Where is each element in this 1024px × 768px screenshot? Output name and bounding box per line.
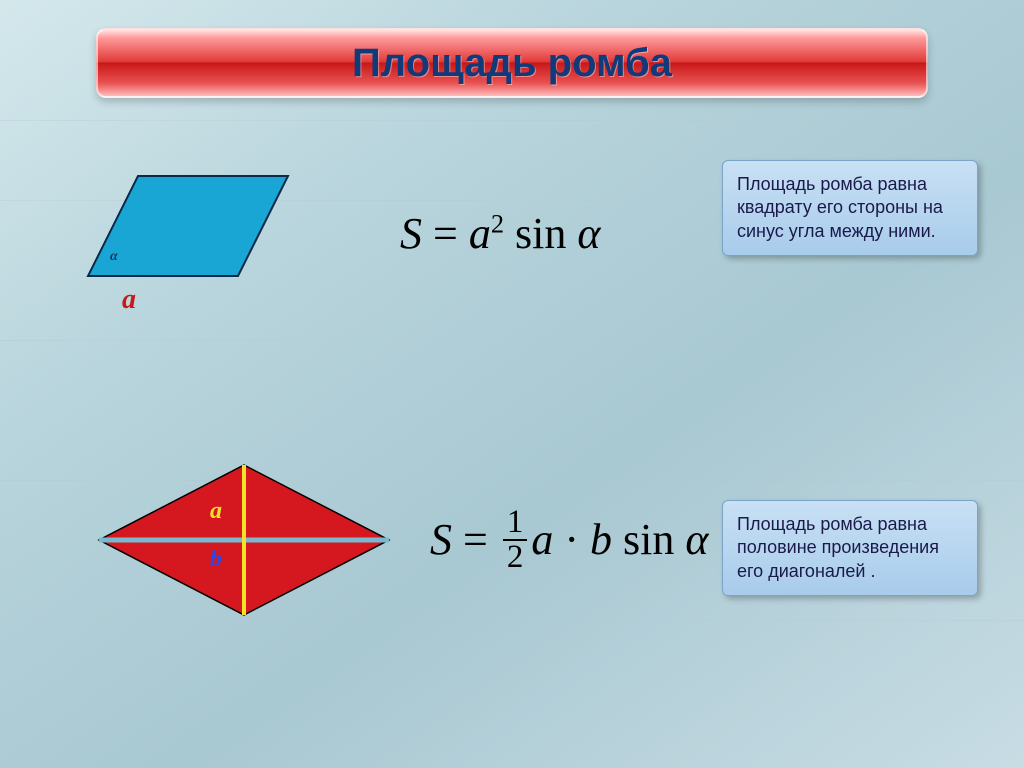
diag-b-label: b xyxy=(210,546,222,573)
formula2-eq: = xyxy=(452,515,499,564)
title-bar: Площадь ромба xyxy=(96,28,928,98)
formula2-alpha: α xyxy=(685,515,708,564)
formula-area-diagonals: S = 12a · b sin α xyxy=(430,510,708,578)
formula2-frac: 12 xyxy=(503,506,528,574)
page-title: Площадь ромба xyxy=(352,41,672,86)
alpha-label: α xyxy=(110,249,118,265)
formula2-sin: sin xyxy=(623,515,685,564)
formula2-a: a xyxy=(531,515,553,564)
formula-sin: sin xyxy=(515,209,577,258)
desc-diagonals: Площадь ромба равна половине произведени… xyxy=(722,500,978,596)
desc-side: Площадь ромба равна квадрату его стороны… xyxy=(722,160,978,256)
formula-a: a xyxy=(469,209,491,258)
formula-S: S xyxy=(400,209,422,258)
formula-eq: = xyxy=(422,209,469,258)
rhombus-side-figure: α xyxy=(78,166,298,286)
side-a-label: a xyxy=(122,284,136,316)
formula-alpha: α xyxy=(577,209,600,258)
rhombus-diagonals-figure: a b xyxy=(94,460,394,620)
diag-a-label: a xyxy=(210,498,222,525)
formula2-S: S xyxy=(430,515,452,564)
formula2-b: b xyxy=(590,515,612,564)
formula-area-side: S = a2 sin α xyxy=(400,208,601,259)
rhombus-shape xyxy=(88,176,288,276)
formula-sq: 2 xyxy=(491,208,504,238)
